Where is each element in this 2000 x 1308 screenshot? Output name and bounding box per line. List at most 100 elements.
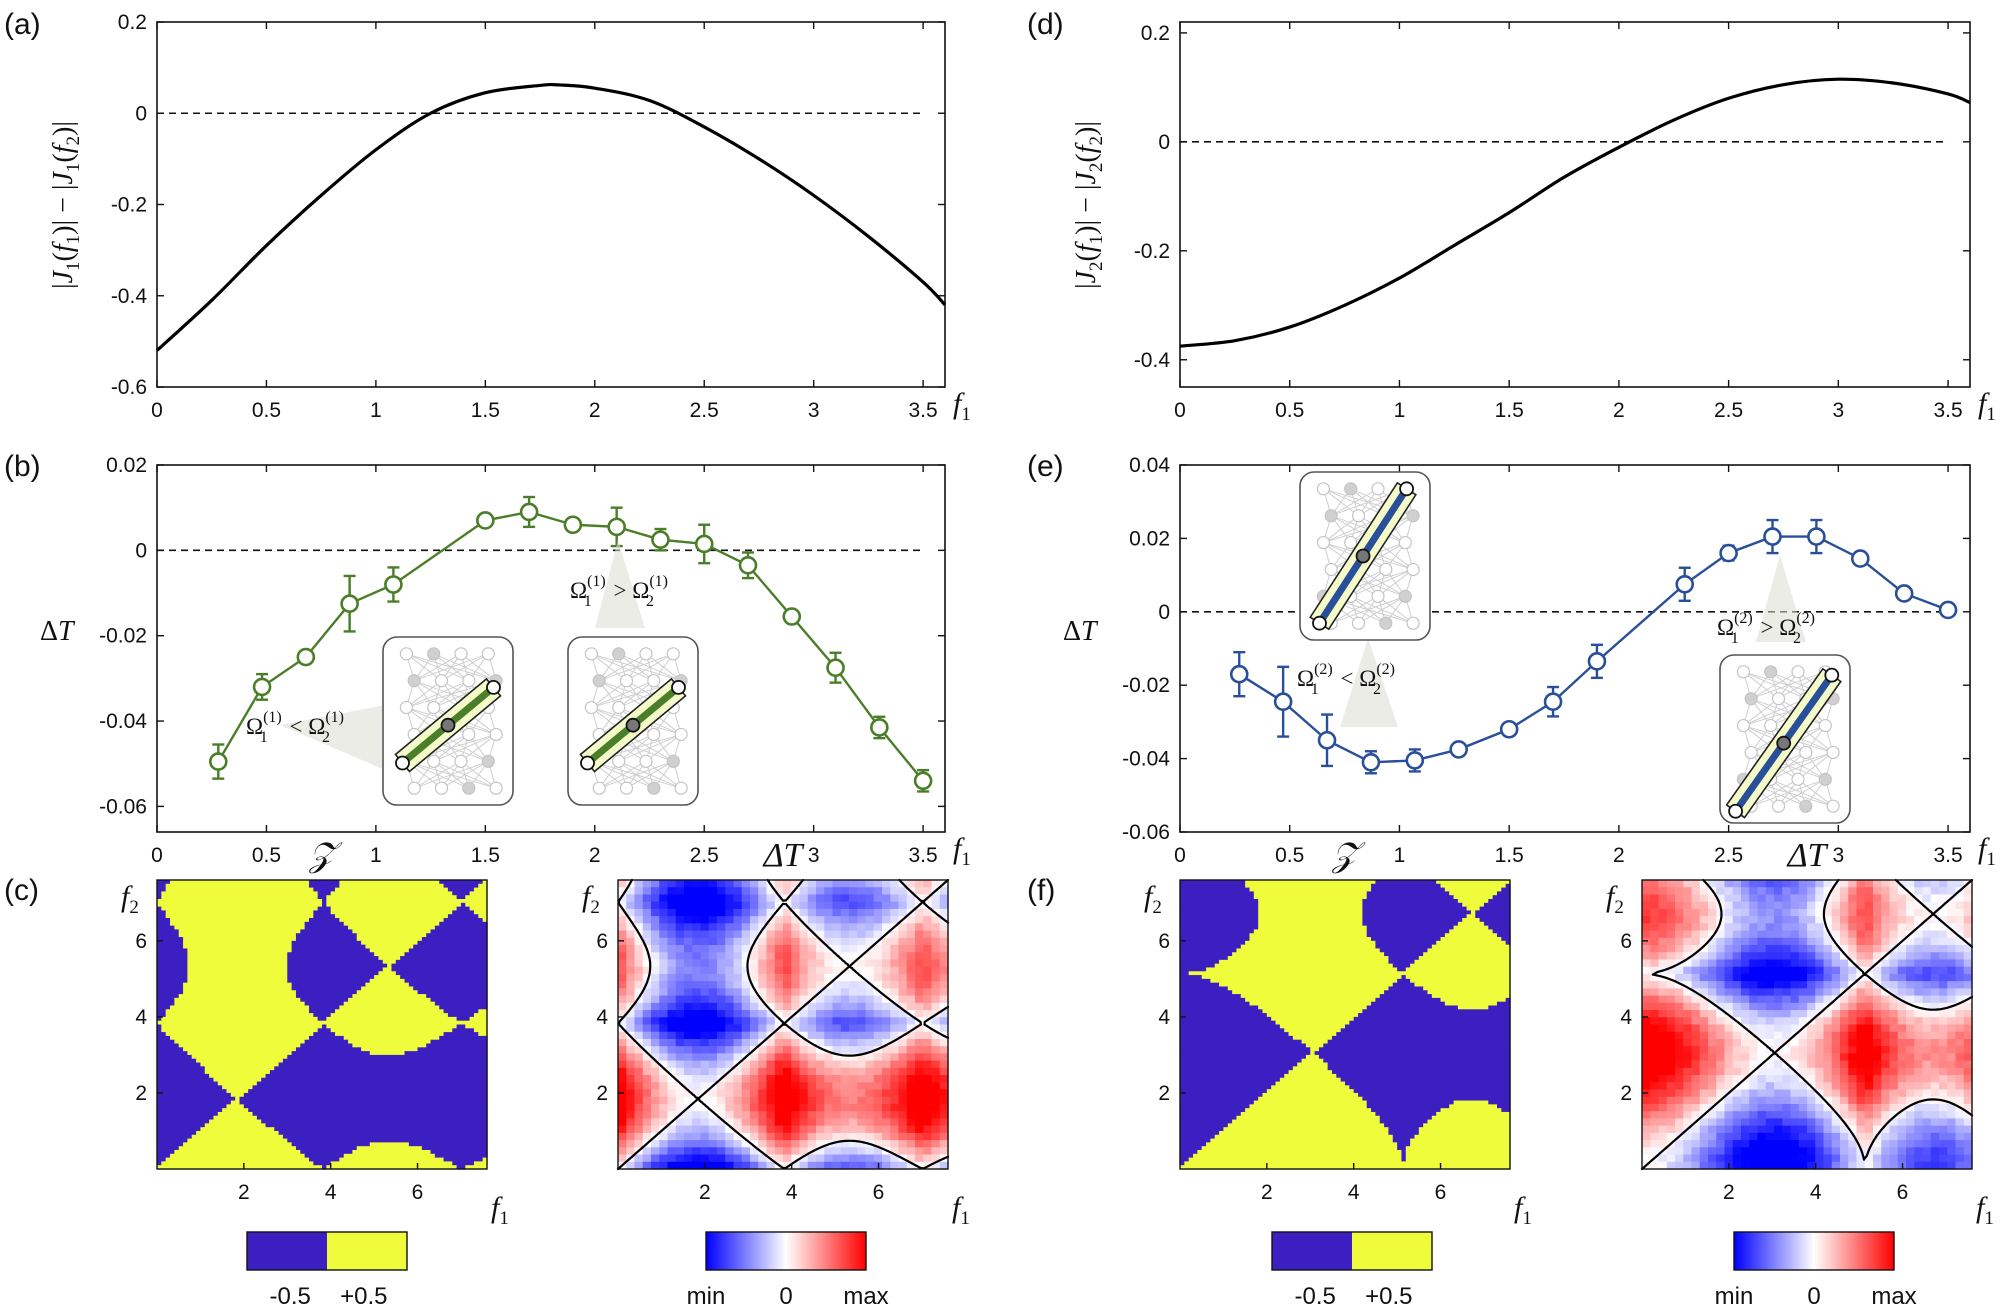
heatmap-cell [1790,1060,1800,1069]
heatmap-cell [931,923,941,932]
heatmap-cell-run [295,1047,362,1052]
heatmap-cell [675,1096,685,1105]
heatmap-cell-run [1249,937,1372,942]
heatmap-cell [725,1024,735,1033]
heatmap-cell [1732,1024,1742,1033]
x-tick-label: 4 [1348,1181,1360,1204]
heatmap-cell [783,930,792,939]
heatmap-cell [915,930,924,939]
data-point [1719,543,1738,563]
heatmap-cell [816,1132,825,1141]
heatmap-cell [667,966,677,975]
heatmap-cell [1708,1089,1717,1098]
heatmap-cell [750,988,759,997]
heatmap-cell [1683,1053,1693,1062]
heatmap-cell [1939,1024,1948,1033]
heatmap-cell [1873,945,1882,953]
y-tick-label: 6 [1158,930,1170,953]
heatmap-cell [1889,1125,1899,1134]
heatmap-cell-run [1397,1142,1411,1147]
heatmap-cell [1815,1118,1825,1127]
heatmap-cell [1939,1161,1948,1170]
heatmap-cell [857,880,867,888]
heatmap-cell [840,923,850,932]
heatmap-cell [923,1075,933,1083]
heatmap-cell [1864,1103,1874,1112]
heatmap-cell [791,1024,801,1033]
heatmap-cell [667,1103,677,1112]
heatmap-cell-run [1219,982,1394,988]
heatmap-cell-run [1279,1077,1342,1083]
heatmap-cell [1716,1038,1726,1047]
y-label-part: | [48,283,79,289]
heatmap-cell [692,1053,702,1062]
heatmap-cell [634,973,644,982]
heatmap-cell [692,1082,702,1091]
heatmap-cell-run [157,978,188,984]
heatmap-cell [750,1125,759,1134]
heatmap-cell [898,1125,908,1134]
heatmap-cell [733,1161,743,1170]
colorbar-c2: min 0 max [687,1231,889,1308]
heatmap-cell-run [330,1013,449,1018]
heatmap-cell [1724,1096,1734,1105]
heatmap-cell [849,952,858,961]
heatmap-cell [1782,959,1792,968]
network-edge [645,734,682,762]
heatmap-cell [840,1017,850,1026]
heatmap-cell [725,901,735,910]
heatmap-cell [865,1118,875,1127]
heatmap-cell [1675,988,1684,997]
heatmap-cell [1856,1161,1866,1170]
heatmap-cell [1642,1111,1651,1120]
heatmap-cell [1881,1067,1891,1076]
heatmap-cell [1774,916,1783,924]
annotation-main: Ω [632,578,649,603]
heatmap-cell-run [1245,1108,1372,1113]
heatmap-cell [1807,1111,1816,1120]
heatmap-cell-run [1488,899,1511,904]
heatmap-cell [700,1038,710,1047]
heatmap-cell-run [456,906,471,912]
heatmap-cell [849,1154,858,1163]
heatmap-cell [1815,1161,1825,1170]
heatmap-cell [857,1125,867,1134]
heatmap-cell [1922,959,1932,968]
heatmap-cell [618,894,627,903]
y-label-part: 1 [1086,235,1107,245]
heatmap-cell [890,887,900,896]
heatmap-cell [1873,930,1882,939]
heatmap-cell [692,995,702,1004]
network-node [666,754,680,768]
heatmap-cell [840,981,850,989]
heatmap-cell [849,1024,858,1033]
heatmap-cell [832,1067,842,1076]
heatmap-cell [1889,1060,1899,1069]
heatmap-cell [816,945,825,953]
heatmap-cell-run [1180,1104,1251,1109]
heatmap-cell [758,1082,768,1091]
heatmap-cell [1906,1154,1915,1163]
heatmap-cell [708,923,718,932]
heatmap-cell [898,1103,908,1112]
heatmap-cell [799,981,809,989]
heatmap-cell [1675,1154,1684,1163]
heatmap-cell [667,1046,677,1054]
heatmap-cell [1807,995,1816,1004]
heatmap-cell [1765,1075,1775,1083]
heatmap-cell-run [426,994,488,999]
heatmap-cell [1873,916,1882,924]
heatmap-cell [642,1038,652,1047]
heatmap-cell-run [1253,929,1368,934]
heatmap-cell [1708,916,1717,924]
heatmap-cell [1823,1010,1833,1018]
heatmap-cell [667,901,677,910]
heatmap-cell [1807,1089,1816,1098]
heatmap-cell [873,959,883,968]
heatmap-cell [766,1096,776,1105]
heatmap-cell [1930,1017,1940,1026]
heatmap-cell [1906,1118,1915,1127]
heatmap-cell-run [434,925,488,931]
heatmap-cell [824,930,834,939]
heatmap-cell-run [413,986,488,991]
